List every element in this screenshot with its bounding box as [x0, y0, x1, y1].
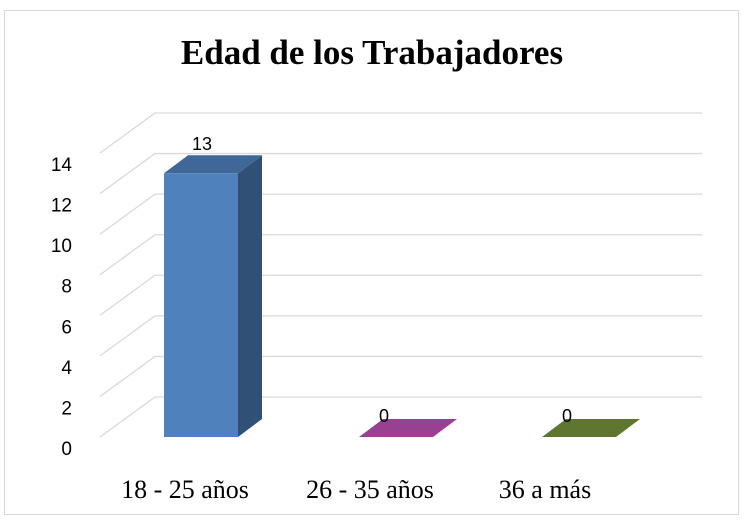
y-tick-label: 10: [51, 236, 72, 257]
value-label: 13: [192, 134, 212, 154]
bar-top: [359, 419, 457, 437]
y-tick-label: 8: [61, 277, 72, 298]
chart-title: Edad de los Trabajadores: [181, 33, 563, 72]
grid-line: [99, 396, 702, 438]
x-tick-label: 18 - 25 años: [121, 475, 249, 504]
x-tick-label: 36 a más: [499, 475, 591, 504]
y-tick-label: 12: [51, 196, 72, 217]
y-tick-label: 6: [61, 317, 72, 338]
grid-line: [99, 193, 702, 235]
grid-line: [99, 355, 702, 397]
bar-side: [238, 155, 262, 438]
value-label: 0: [562, 406, 572, 426]
bar-top: [164, 155, 262, 174]
grid-line: [99, 112, 702, 154]
chart-border: [4, 10, 739, 515]
y-tick-label: 14: [51, 155, 73, 176]
bar-top: [542, 419, 640, 437]
x-tick-label: 26 - 35 años: [306, 475, 434, 504]
grid-line: [99, 274, 702, 316]
y-tick-label: 4: [61, 358, 72, 379]
grid-line: [99, 152, 702, 195]
grid-line: [99, 315, 702, 357]
value-label: 0: [379, 406, 389, 426]
bar-front: [164, 173, 238, 438]
grid-line: [99, 234, 702, 276]
y-tick-label: 0: [61, 439, 72, 460]
y-tick-label: 2: [61, 398, 72, 419]
